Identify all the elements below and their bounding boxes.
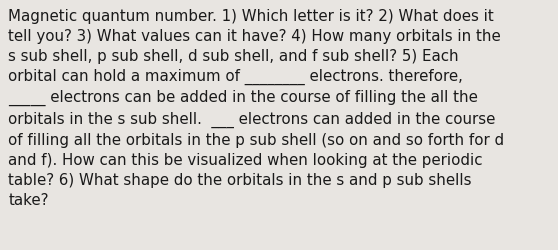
Text: Magnetic quantum number. 1) Which letter is it? 2) What does it
tell you? 3) Wha: Magnetic quantum number. 1) Which letter… [8,9,504,207]
